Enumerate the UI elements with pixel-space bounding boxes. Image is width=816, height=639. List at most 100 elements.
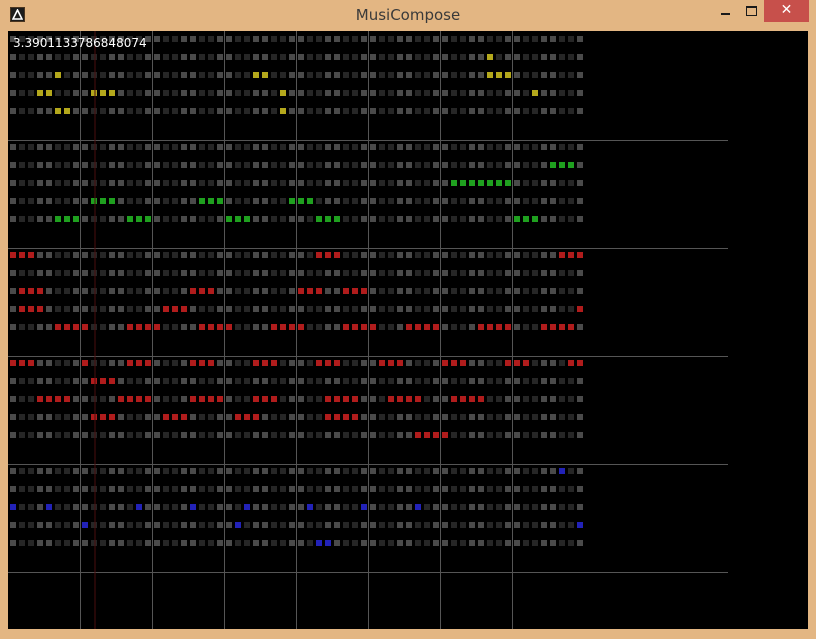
step-cell[interactable]	[487, 378, 493, 384]
step-cell[interactable]	[550, 414, 556, 420]
step-cell[interactable]	[406, 504, 412, 510]
step-cell[interactable]	[244, 216, 250, 222]
step-cell[interactable]	[172, 522, 178, 528]
step-cell[interactable]	[352, 378, 358, 384]
step-cell[interactable]	[217, 54, 223, 60]
step-cell[interactable]	[82, 306, 88, 312]
step-cell[interactable]	[325, 414, 331, 420]
step-cell[interactable]	[19, 396, 25, 402]
step-cell[interactable]	[127, 144, 133, 150]
step-cell[interactable]	[19, 288, 25, 294]
step-cell[interactable]	[154, 486, 160, 492]
step-cell[interactable]	[289, 522, 295, 528]
step-cell[interactable]	[172, 180, 178, 186]
step-cell[interactable]	[550, 162, 556, 168]
step-cell[interactable]	[271, 522, 277, 528]
step-cell[interactable]	[424, 270, 430, 276]
step-cell[interactable]	[532, 252, 538, 258]
step-cell[interactable]	[541, 414, 547, 420]
step-cell[interactable]	[334, 378, 340, 384]
step-cell[interactable]	[244, 540, 250, 546]
step-cell[interactable]	[577, 486, 583, 492]
step-cell[interactable]	[55, 252, 61, 258]
step-cell[interactable]	[559, 360, 565, 366]
step-cell[interactable]	[316, 540, 322, 546]
step-cell[interactable]	[82, 522, 88, 528]
step-cell[interactable]	[136, 144, 142, 150]
step-cell[interactable]	[460, 414, 466, 420]
step-cell[interactable]	[352, 504, 358, 510]
step-cell[interactable]	[100, 54, 106, 60]
step-cell[interactable]	[136, 504, 142, 510]
step-cell[interactable]	[433, 198, 439, 204]
step-cell[interactable]	[244, 270, 250, 276]
step-cell[interactable]	[469, 144, 475, 150]
step-cell[interactable]	[298, 324, 304, 330]
step-cell[interactable]	[199, 72, 205, 78]
step-cell[interactable]	[379, 252, 385, 258]
step-cell[interactable]	[388, 198, 394, 204]
step-cell[interactable]	[46, 252, 52, 258]
step-cell[interactable]	[424, 216, 430, 222]
step-cell[interactable]	[64, 270, 70, 276]
step-cell[interactable]	[253, 216, 259, 222]
step-cell[interactable]	[361, 540, 367, 546]
step-cell[interactable]	[118, 162, 124, 168]
step-cell[interactable]	[307, 414, 313, 420]
step-cell[interactable]	[154, 108, 160, 114]
step-cell[interactable]	[91, 324, 97, 330]
step-cell[interactable]	[253, 486, 259, 492]
step-cell[interactable]	[478, 108, 484, 114]
step-cell[interactable]	[91, 306, 97, 312]
step-cell[interactable]	[424, 468, 430, 474]
step-cell[interactable]	[298, 378, 304, 384]
step-cell[interactable]	[406, 306, 412, 312]
step-cell[interactable]	[298, 432, 304, 438]
step-cell[interactable]	[361, 162, 367, 168]
step-cell[interactable]	[10, 288, 16, 294]
step-cell[interactable]	[280, 522, 286, 528]
step-cell[interactable]	[136, 36, 142, 42]
step-cell[interactable]	[370, 324, 376, 330]
step-cell[interactable]	[406, 270, 412, 276]
step-cell[interactable]	[343, 540, 349, 546]
step-cell[interactable]	[244, 432, 250, 438]
step-cell[interactable]	[280, 378, 286, 384]
step-cell[interactable]	[109, 180, 115, 186]
step-cell[interactable]	[181, 324, 187, 330]
step-cell[interactable]	[496, 216, 502, 222]
step-cell[interactable]	[190, 108, 196, 114]
step-cell[interactable]	[325, 72, 331, 78]
step-cell[interactable]	[478, 216, 484, 222]
step-cell[interactable]	[478, 522, 484, 528]
step-cell[interactable]	[433, 288, 439, 294]
step-cell[interactable]	[208, 360, 214, 366]
step-cell[interactable]	[190, 504, 196, 510]
step-cell[interactable]	[577, 522, 583, 528]
step-cell[interactable]	[379, 378, 385, 384]
step-cell[interactable]	[217, 72, 223, 78]
step-cell[interactable]	[316, 324, 322, 330]
step-cell[interactable]	[307, 306, 313, 312]
step-cell[interactable]	[442, 54, 448, 60]
step-cell[interactable]	[199, 270, 205, 276]
step-cell[interactable]	[424, 540, 430, 546]
step-cell[interactable]	[217, 288, 223, 294]
step-cell[interactable]	[190, 306, 196, 312]
step-cell[interactable]	[100, 162, 106, 168]
step-cell[interactable]	[532, 288, 538, 294]
step-cell[interactable]	[532, 180, 538, 186]
step-cell[interactable]	[136, 414, 142, 420]
step-cell[interactable]	[10, 108, 16, 114]
step-cell[interactable]	[289, 54, 295, 60]
step-cell[interactable]	[397, 216, 403, 222]
step-cell[interactable]	[55, 288, 61, 294]
step-cell[interactable]	[208, 396, 214, 402]
step-cell[interactable]	[541, 90, 547, 96]
step-cell[interactable]	[514, 522, 520, 528]
step-cell[interactable]	[316, 486, 322, 492]
step-cell[interactable]	[109, 90, 115, 96]
step-cell[interactable]	[514, 360, 520, 366]
step-cell[interactable]	[469, 36, 475, 42]
step-cell[interactable]	[298, 252, 304, 258]
